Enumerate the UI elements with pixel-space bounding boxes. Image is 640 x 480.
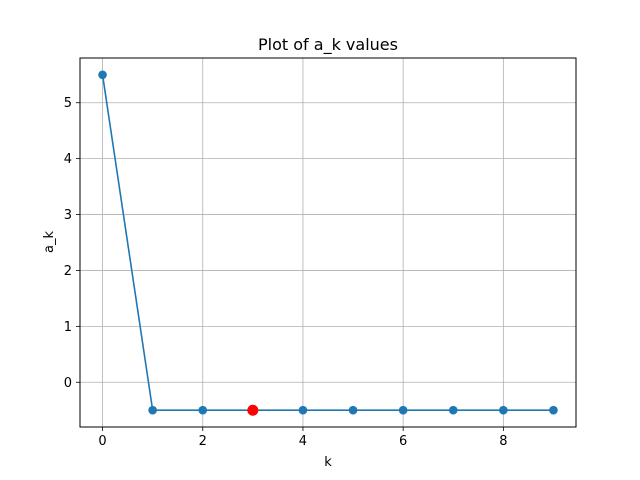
x-tick-label: 0 <box>98 434 106 449</box>
grid <box>80 58 576 427</box>
y-tick-label: 2 <box>64 264 72 279</box>
chart-title: Plot of a_k values <box>258 35 398 55</box>
data-point <box>398 405 408 415</box>
data-point <box>198 405 208 415</box>
series-line <box>101 74 554 412</box>
x-tick-label: 2 <box>199 434 207 449</box>
data-point <box>148 405 157 415</box>
x-tick-label: 6 <box>399 434 407 449</box>
data-point <box>98 70 107 80</box>
plot-frame <box>79 57 577 428</box>
y-tick-label: 0 <box>64 376 72 391</box>
data-point <box>448 405 458 415</box>
x-tick-label: 4 <box>299 434 307 449</box>
y-tick-label: 4 <box>64 152 72 167</box>
data-point <box>298 405 308 415</box>
y-tick-label: 3 <box>64 208 72 223</box>
data-point <box>348 405 358 415</box>
y-tick-label: 1 <box>64 320 72 335</box>
series-layer <box>98 70 558 416</box>
ticks: 0 2 4 6 8 0 1 2 3 4 5 <box>64 96 508 449</box>
y-tick-label: 5 <box>64 96 72 111</box>
y-axis-title: a_k <box>42 231 57 253</box>
highlighted-point <box>247 404 259 416</box>
x-axis-title: k <box>324 455 332 470</box>
x-tick-label: 8 <box>499 434 507 449</box>
data-point <box>549 405 558 415</box>
data-point <box>499 405 508 415</box>
